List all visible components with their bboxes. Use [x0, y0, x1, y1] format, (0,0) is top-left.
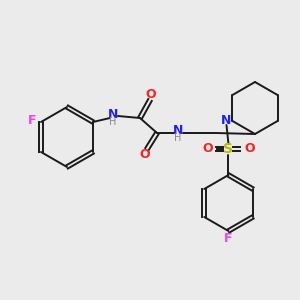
Text: O: O [146, 88, 156, 100]
Text: N: N [108, 107, 118, 121]
Text: N: N [173, 124, 183, 136]
Text: H: H [174, 133, 182, 143]
Text: O: O [244, 142, 255, 155]
Text: O: O [140, 148, 150, 161]
Text: N: N [221, 113, 232, 127]
Text: H: H [109, 117, 117, 127]
Text: F: F [28, 115, 36, 128]
Text: S: S [224, 142, 233, 156]
Text: O: O [202, 142, 213, 155]
Text: F: F [224, 232, 233, 245]
